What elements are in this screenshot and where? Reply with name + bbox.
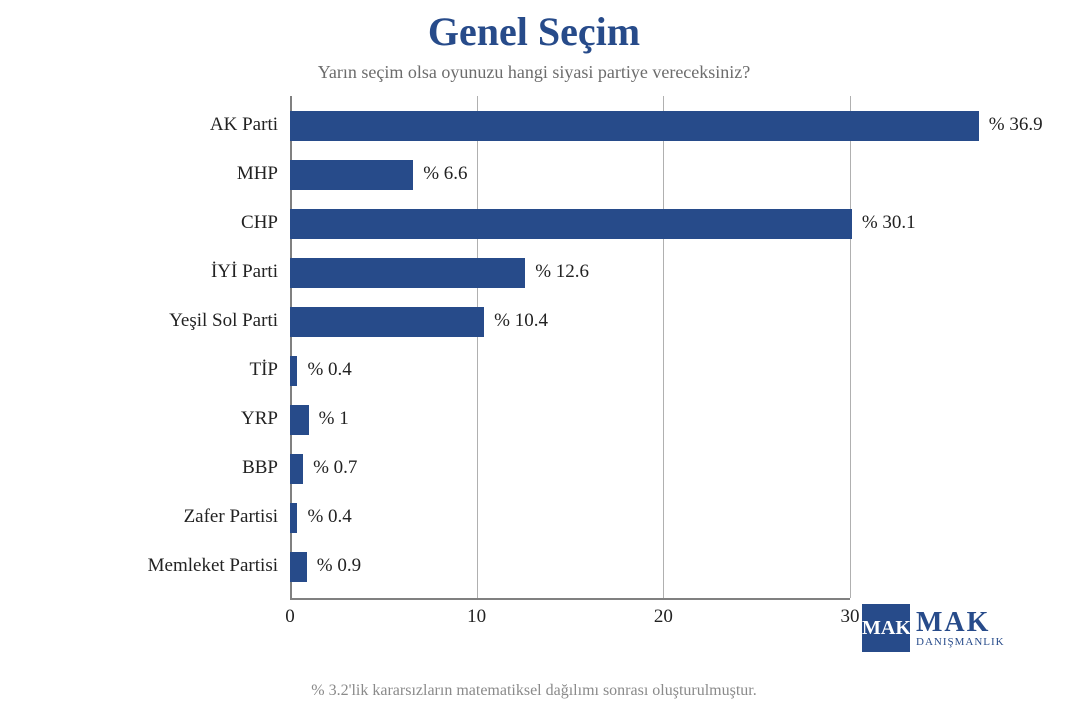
value-label: % 30.1 [862,212,916,234]
value-label: % 6.6 [423,163,467,185]
logo-main: MAK [916,609,1005,637]
bar [290,503,297,533]
category-label: AK Parti [210,114,290,136]
bar [290,356,297,386]
logo-mark: MAK [862,604,910,652]
value-label: % 0.9 [317,555,361,577]
page: Genel Seçim Yarın seçim olsa oyunuzu han… [0,0,1068,711]
category-label: İYİ Parti [211,261,290,283]
bar [290,405,309,435]
category-label: YRP [241,408,290,430]
value-label: % 36.9 [989,114,1043,136]
bar [290,160,413,190]
chart-title: Genel Seçim [0,8,1068,55]
x-tick-label: 30 [841,606,860,628]
grid-line [850,96,851,598]
footnote: % 3.2'lik kararsızların matematiksel dağ… [0,682,1068,700]
chart-subtitle: Yarın seçim olsa oyunuzu hangi siyasi pa… [0,62,1068,83]
x-tick-label: 0 [285,606,295,628]
x-axis [290,598,850,600]
value-label: % 0.4 [307,506,351,528]
bar [290,307,484,337]
bar [290,209,852,239]
brand-logo: MAKMAKDANIŞMANLIK [862,604,1005,652]
value-label: % 0.7 [313,457,357,479]
category-label: BBP [242,457,290,479]
x-tick-label: 20 [654,606,673,628]
bar [290,111,979,141]
bar [290,552,307,582]
category-label: Memleket Partisi [148,555,290,577]
category-label: CHP [241,212,290,234]
value-label: % 0.4 [307,359,351,381]
value-label: % 10.4 [494,310,548,332]
bar [290,454,303,484]
category-label: Zafer Partisi [184,506,290,528]
category-label: MHP [237,163,290,185]
category-label: Yeşil Sol Parti [169,310,290,332]
bar-chart: 0102030AK Parti% 36.9MHP% 6.6CHP% 30.1İY… [290,96,850,598]
value-label: % 1 [319,408,349,430]
grid-line [663,96,664,598]
grid-line [477,96,478,598]
bar [290,258,525,288]
logo-sub: DANIŞMANLIK [916,637,1005,648]
logo-text: MAKDANIŞMANLIK [916,609,1005,648]
value-label: % 12.6 [535,261,589,283]
category-label: TİP [250,359,291,381]
x-tick-label: 10 [467,606,486,628]
